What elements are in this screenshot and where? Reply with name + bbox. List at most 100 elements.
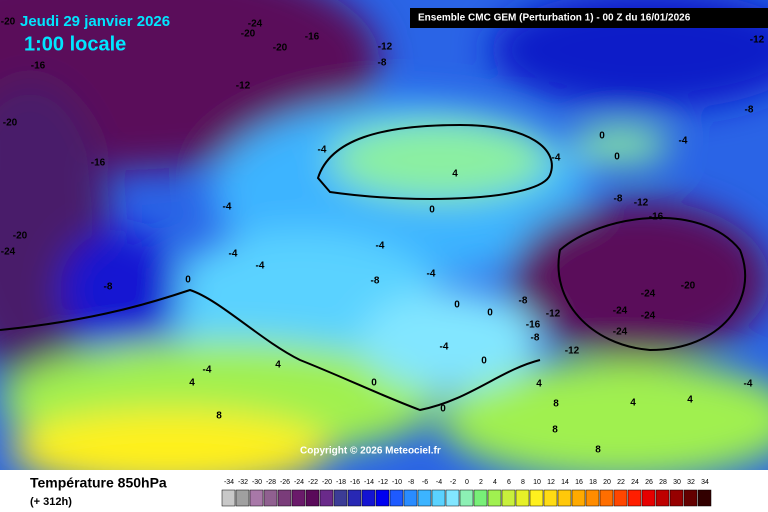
color-cell [669, 489, 684, 507]
contour-label: -8 [378, 58, 387, 69]
model-info: Ensemble CMC GEM (Perturbation 1) - 00 Z… [418, 13, 691, 24]
contour-label: -4 [679, 136, 688, 147]
color-cell [697, 489, 712, 507]
colorbar-label: -14 [364, 479, 374, 486]
contour-label: -8 [745, 105, 754, 116]
contour-label: -4 [376, 241, 385, 252]
colorbar-label: 34 [701, 479, 709, 486]
contour-label: -20 [681, 281, 696, 292]
contour-label: -16 [305, 32, 320, 43]
colorbar-label: 8 [521, 479, 525, 486]
contour-label: 0 [185, 275, 191, 286]
contour-label: -16 [31, 61, 46, 72]
contour-label: -24 [1, 247, 16, 258]
colorbar-label: 32 [687, 479, 695, 486]
color-cell [235, 489, 250, 507]
color-cell [613, 489, 628, 507]
contour-label: -24 [613, 327, 628, 338]
contour-label: -12 [750, 35, 765, 46]
color-cell [361, 489, 376, 507]
colorbar-label: 12 [547, 479, 555, 486]
contour-label: -8 [519, 296, 528, 307]
colorbar-label: -30 [252, 479, 262, 486]
legend: Température 850hPa (+ 312h) -34 -32 -30 -28… [30, 475, 712, 508]
contour-label: 0 [371, 378, 377, 389]
colorbar-label: -24 [294, 479, 304, 486]
color-cell [641, 489, 656, 507]
color-cell [683, 489, 698, 507]
colorbar-label: 18 [589, 479, 597, 486]
legend-title: Température 850hPa [30, 475, 167, 491]
contour-label: -8 [531, 333, 540, 344]
contour-label: 4 [275, 360, 281, 371]
contour-label: -4 [440, 342, 449, 353]
colorbar-label: 16 [575, 479, 583, 486]
color-cell [277, 489, 292, 507]
contour-label: -24 [248, 19, 263, 30]
contour-label: 0 [481, 356, 487, 367]
color-cell [431, 489, 446, 507]
contour-label: -20 [3, 118, 18, 129]
color-cell [487, 489, 502, 507]
lead-time: (+ 312h) [30, 496, 72, 508]
color-cell [459, 489, 474, 507]
color-cell [557, 489, 572, 507]
colorbar-label: 2 [479, 479, 483, 486]
contour-label: -4 [427, 269, 436, 280]
color-cell [305, 489, 320, 507]
contour-label: -24 [641, 289, 656, 300]
contour-label: -24 [641, 311, 656, 322]
contour-label: -4 [744, 379, 753, 390]
contour-label: 0 [599, 131, 605, 142]
colorbar-label: 22 [617, 479, 625, 486]
contour-label: 0 [454, 300, 460, 311]
color-cell [627, 489, 642, 507]
contour-label: -8 [614, 194, 623, 205]
contour-label: -12 [236, 81, 251, 92]
contour-label: -4 [552, 153, 561, 164]
color-cell [417, 489, 432, 507]
color-cell [389, 489, 404, 507]
contour-label: 0 [487, 308, 493, 319]
colorbar-label: -4 [436, 479, 442, 486]
contour-label: -4 [223, 202, 232, 213]
color-cell [571, 489, 586, 507]
colorbar-label: -32 [238, 479, 248, 486]
contour-label: -16 [526, 320, 541, 331]
colorbar-label: -12 [378, 479, 388, 486]
contour-label: -8 [371, 276, 380, 287]
contour-label: -4 [229, 249, 238, 260]
contour-label: 8 [595, 445, 601, 456]
contour-label: 4 [687, 395, 693, 406]
contour-label: -20 [241, 29, 256, 40]
colorbar-label: 10 [533, 479, 541, 486]
colorbar-label: -28 [266, 479, 276, 486]
colorbar-label: 20 [603, 479, 611, 486]
color-cell [263, 489, 278, 507]
colorbar-label: -22 [308, 479, 318, 486]
color-cell [249, 489, 264, 507]
colorbar-label: -8 [408, 479, 414, 486]
color-cell [347, 489, 362, 507]
contour-label: -16 [649, 212, 664, 223]
color-cell [543, 489, 558, 507]
color-cell [501, 489, 516, 507]
colorbar-label: 14 [561, 479, 569, 486]
color-cell [319, 489, 334, 507]
color-cell [529, 489, 544, 507]
color-cell [375, 489, 390, 507]
map: Ensemble CMC GEM (Perturbation 1) - 00 Z… [0, 0, 768, 470]
contour-label: -24 [613, 306, 628, 317]
contour-label: -20 [1, 17, 16, 28]
contour-label: -20 [273, 43, 288, 54]
contour-label: -8 [104, 282, 113, 293]
color-cell [515, 489, 530, 507]
contour-label: 8 [552, 425, 558, 436]
colorbar-label: -6 [422, 479, 428, 486]
colorbar-label: 0 [465, 479, 469, 486]
copyright: Copyright © 2026 Meteociel.fr [300, 446, 441, 457]
color-cell [445, 489, 460, 507]
contour-label: 8 [553, 399, 559, 410]
color-cell [221, 489, 236, 507]
